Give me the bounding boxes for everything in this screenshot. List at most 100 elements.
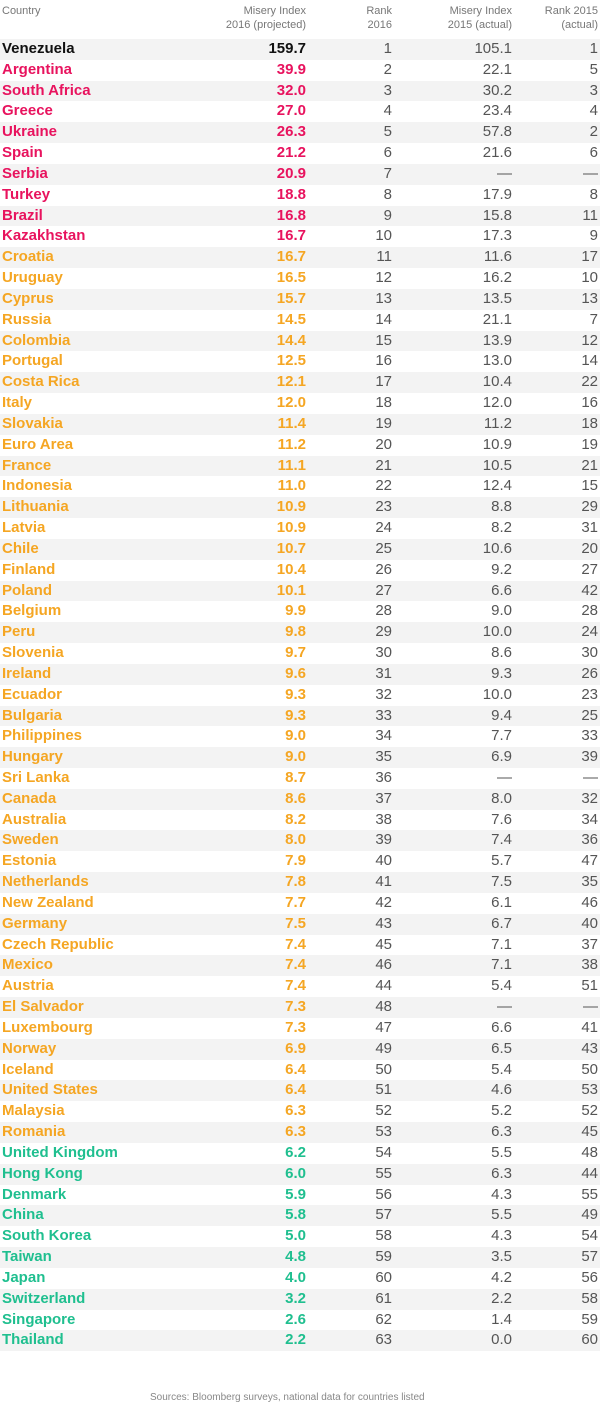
misery-2015-cell: 4.3 bbox=[491, 1185, 512, 1203]
misery-2015-cell: 6.1 bbox=[491, 893, 512, 911]
misery-2015-cell: 4.2 bbox=[491, 1268, 512, 1286]
table-row: Taiwan 4.8 59 3.5 57 bbox=[0, 1247, 600, 1268]
country-cell: Thailand bbox=[2, 1331, 64, 1349]
misery-2015-cell: 57.8 bbox=[482, 123, 512, 141]
table-row: Sweden 8.0 39 7.4 36 bbox=[0, 830, 600, 852]
misery-2015-cell: 5.7 bbox=[491, 852, 512, 870]
rank-2016-cell: 27 bbox=[375, 581, 392, 599]
rank-2015-cell: 15 bbox=[581, 477, 598, 495]
table-row: Portugal 12.5 16 13.0 14 bbox=[0, 351, 600, 372]
rank-2016-cell: 25 bbox=[375, 539, 392, 557]
rank-2015-cell: 38 bbox=[581, 956, 598, 974]
rank-2015-cell: 52 bbox=[581, 1102, 598, 1120]
table-row: Italy 12.0 18 12.0 16 bbox=[0, 393, 600, 414]
misery-2015-cell: 6.6 bbox=[491, 581, 512, 599]
country-cell: Brazil bbox=[2, 206, 43, 224]
table-row: Japan 4.0 60 4.2 56 bbox=[0, 1268, 600, 1289]
rank-2015-cell: 58 bbox=[581, 1289, 598, 1307]
rank-2016-cell: 43 bbox=[375, 914, 392, 932]
table-row: Costa Rica 12.1 17 10.4 22 bbox=[0, 372, 600, 394]
rank-2015-cell: 40 bbox=[581, 914, 598, 932]
misery-2016-cell: 5.8 bbox=[285, 1206, 306, 1224]
country-cell: Netherlands bbox=[2, 873, 89, 891]
rank-2016-cell: 8 bbox=[383, 185, 392, 203]
rank-2015-cell: 21 bbox=[581, 456, 598, 474]
rank-2015-cell: 1 bbox=[589, 40, 598, 57]
misery-2015-cell: 10.4 bbox=[482, 373, 512, 391]
misery-2015-cell: 4.6 bbox=[491, 1081, 512, 1099]
misery-2015-cell: 10.0 bbox=[482, 623, 512, 641]
misery-2016-cell: 20.9 bbox=[276, 164, 306, 182]
country-cell: Singapore bbox=[2, 1310, 76, 1328]
rank-2016-cell: 1 bbox=[383, 40, 392, 57]
country-cell: Malaysia bbox=[2, 1102, 65, 1120]
table-row: Iceland 6.4 50 5.4 50 bbox=[0, 1060, 600, 1081]
misery-2016-cell: 2.2 bbox=[285, 1331, 306, 1349]
table-row: Brazil 16.8 9 15.8 11 bbox=[0, 205, 600, 227]
rank-2015-cell: 51 bbox=[581, 977, 598, 995]
misery-2016-cell: 32.0 bbox=[276, 81, 306, 99]
misery-2016-cell: 16.5 bbox=[276, 269, 306, 287]
rank-2016-cell: 62 bbox=[375, 1310, 392, 1328]
misery-2016-cell: 12.0 bbox=[276, 394, 306, 412]
table-row: Peru 9.8 29 10.0 24 bbox=[0, 622, 600, 644]
table-row: Estonia 7.9 40 5.7 47 bbox=[0, 851, 600, 872]
misery-2015-cell: 21.6 bbox=[482, 144, 512, 162]
rank-2016-cell: 35 bbox=[375, 748, 392, 766]
table-row: South Korea 5.0 58 4.3 54 bbox=[0, 1226, 600, 1247]
misery-2015-cell: 7.1 bbox=[491, 935, 512, 953]
misery-2016-cell: 6.9 bbox=[285, 1039, 306, 1057]
rank-2016-cell: 51 bbox=[375, 1081, 392, 1099]
misery-2015-cell: 7.4 bbox=[491, 831, 512, 849]
rank-2015-cell: — bbox=[583, 998, 598, 1016]
table-row: Bulgaria 9.3 33 9.4 25 bbox=[0, 705, 600, 727]
country-cell: Venezuela bbox=[2, 40, 75, 57]
rank-2015-cell: 5 bbox=[589, 60, 598, 78]
header-misery-2016: Misery Index 2016 (projected) bbox=[225, 5, 306, 31]
misery-2016-cell: 9.7 bbox=[285, 644, 306, 662]
misery-2015-cell: 13.9 bbox=[482, 331, 512, 349]
rank-2015-cell: 32 bbox=[581, 789, 598, 807]
country-cell: United States bbox=[2, 1081, 98, 1099]
rank-2016-cell: 38 bbox=[375, 810, 392, 828]
misery-2016-cell: 12.5 bbox=[276, 352, 306, 370]
rank-2016-cell: 16 bbox=[375, 352, 392, 370]
rank-2015-cell: 42 bbox=[581, 581, 598, 599]
rank-2016-cell: 19 bbox=[375, 414, 392, 432]
misery-2015-cell: 9.4 bbox=[491, 706, 512, 724]
rank-2015-cell: 23 bbox=[581, 685, 598, 703]
country-cell: Latvia bbox=[2, 519, 46, 537]
rank-2015-cell: 25 bbox=[581, 706, 598, 724]
misery-2016-cell: 6.0 bbox=[285, 1164, 306, 1182]
table-row: Hong Kong 6.0 55 6.3 44 bbox=[0, 1163, 600, 1185]
rank-2016-cell: 6 bbox=[383, 144, 392, 162]
table-row: Turkey 18.8 8 17.9 8 bbox=[0, 185, 600, 206]
country-cell: Germany bbox=[2, 914, 68, 932]
rank-2016-cell: 28 bbox=[375, 602, 392, 620]
rank-2016-cell: 32 bbox=[375, 685, 392, 703]
misery-2015-cell: — bbox=[497, 164, 512, 182]
rank-2015-cell: 47 bbox=[581, 852, 598, 870]
misery-2016-cell: 11.4 bbox=[277, 414, 306, 432]
misery-2016-cell: 159.7 bbox=[268, 40, 306, 57]
rank-2016-cell: 30 bbox=[375, 644, 392, 662]
misery-2016-cell: 9.3 bbox=[285, 685, 306, 703]
misery-2015-cell: 17.9 bbox=[482, 185, 512, 203]
misery-2016-cell: 7.8 bbox=[285, 873, 306, 891]
misery-2015-cell: 6.3 bbox=[491, 1123, 512, 1141]
misery-2016-cell: 27.0 bbox=[276, 102, 306, 120]
country-cell: Taiwan bbox=[2, 1248, 52, 1266]
country-cell: Uruguay bbox=[2, 269, 63, 287]
rank-2016-cell: 44 bbox=[375, 977, 392, 995]
rank-2015-cell: 44 bbox=[581, 1164, 598, 1182]
table-row: Luxembourg 7.3 47 6.6 41 bbox=[0, 1018, 600, 1039]
misery-2015-cell: 7.5 bbox=[491, 873, 512, 891]
table-row: Slovenia 9.7 30 8.6 30 bbox=[0, 643, 600, 664]
country-cell: Luxembourg bbox=[2, 1018, 93, 1036]
misery-2016-cell: 7.4 bbox=[285, 956, 306, 974]
header-country: Country bbox=[2, 5, 41, 17]
misery-2015-cell: 9.3 bbox=[491, 664, 512, 682]
table-row: Hungary 9.0 35 6.9 39 bbox=[0, 747, 600, 768]
rank-2015-cell: 26 bbox=[581, 664, 598, 682]
rank-2015-cell: 11 bbox=[582, 206, 598, 224]
